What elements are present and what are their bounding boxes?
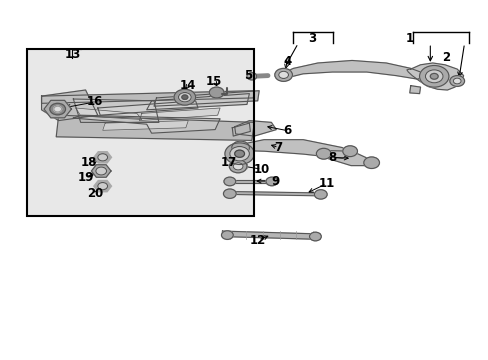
Circle shape (209, 87, 224, 98)
Text: 6: 6 (283, 124, 291, 137)
Circle shape (342, 146, 357, 157)
Circle shape (449, 76, 464, 86)
Circle shape (182, 95, 187, 99)
Polygon shape (409, 86, 420, 94)
Circle shape (229, 147, 249, 161)
Polygon shape (73, 115, 220, 133)
Polygon shape (406, 63, 463, 90)
Circle shape (314, 190, 326, 199)
Polygon shape (76, 108, 142, 120)
Circle shape (50, 103, 65, 115)
Circle shape (265, 177, 277, 186)
Polygon shape (98, 101, 198, 115)
Text: 9: 9 (271, 175, 279, 188)
Polygon shape (239, 140, 351, 158)
Circle shape (233, 163, 243, 170)
Circle shape (452, 78, 460, 84)
Circle shape (224, 177, 235, 186)
Circle shape (274, 68, 292, 81)
Circle shape (223, 189, 236, 198)
Polygon shape (228, 180, 272, 183)
Circle shape (98, 154, 107, 161)
Circle shape (96, 167, 106, 175)
Text: 14: 14 (180, 79, 196, 92)
Circle shape (231, 141, 249, 154)
Text: 8: 8 (328, 151, 336, 164)
Circle shape (54, 106, 61, 112)
Text: 19: 19 (77, 171, 94, 184)
Polygon shape (321, 150, 371, 166)
Circle shape (229, 160, 246, 173)
Circle shape (174, 89, 195, 105)
Text: 2: 2 (441, 51, 449, 64)
Circle shape (246, 73, 256, 80)
Polygon shape (222, 231, 320, 239)
Circle shape (419, 66, 448, 87)
Circle shape (425, 70, 442, 83)
Text: 3: 3 (307, 32, 315, 45)
Text: 17: 17 (220, 156, 237, 169)
Circle shape (278, 71, 288, 78)
Polygon shape (73, 99, 159, 122)
Text: 10: 10 (253, 163, 269, 176)
Circle shape (234, 150, 244, 157)
Text: 4: 4 (283, 55, 291, 68)
Circle shape (98, 183, 107, 190)
Text: 20: 20 (87, 187, 103, 200)
Polygon shape (56, 115, 254, 140)
Polygon shape (44, 100, 71, 118)
Text: 12: 12 (249, 234, 266, 247)
Bar (27, 49, 254, 216)
Text: 18: 18 (81, 156, 97, 169)
Polygon shape (91, 165, 111, 177)
Circle shape (221, 231, 233, 239)
Polygon shape (139, 108, 220, 121)
Polygon shape (41, 91, 254, 103)
Text: 11: 11 (318, 177, 334, 190)
Polygon shape (234, 121, 276, 136)
Circle shape (224, 143, 254, 165)
Text: 7: 7 (274, 141, 282, 154)
Text: 16: 16 (87, 95, 103, 108)
Text: 15: 15 (205, 75, 222, 88)
Circle shape (316, 148, 330, 159)
Bar (27, 49, 254, 216)
Circle shape (178, 93, 191, 102)
Circle shape (363, 157, 379, 168)
Polygon shape (146, 94, 249, 110)
Text: 5: 5 (244, 69, 252, 82)
Polygon shape (232, 123, 250, 136)
Circle shape (309, 232, 321, 241)
Text: 1: 1 (405, 32, 413, 45)
Polygon shape (279, 60, 425, 79)
Text: 13: 13 (64, 48, 81, 61)
Polygon shape (41, 90, 98, 121)
Circle shape (429, 73, 437, 79)
Polygon shape (94, 180, 111, 192)
Polygon shape (228, 192, 321, 196)
Polygon shape (94, 152, 111, 163)
Polygon shape (154, 91, 259, 106)
Polygon shape (102, 121, 188, 130)
